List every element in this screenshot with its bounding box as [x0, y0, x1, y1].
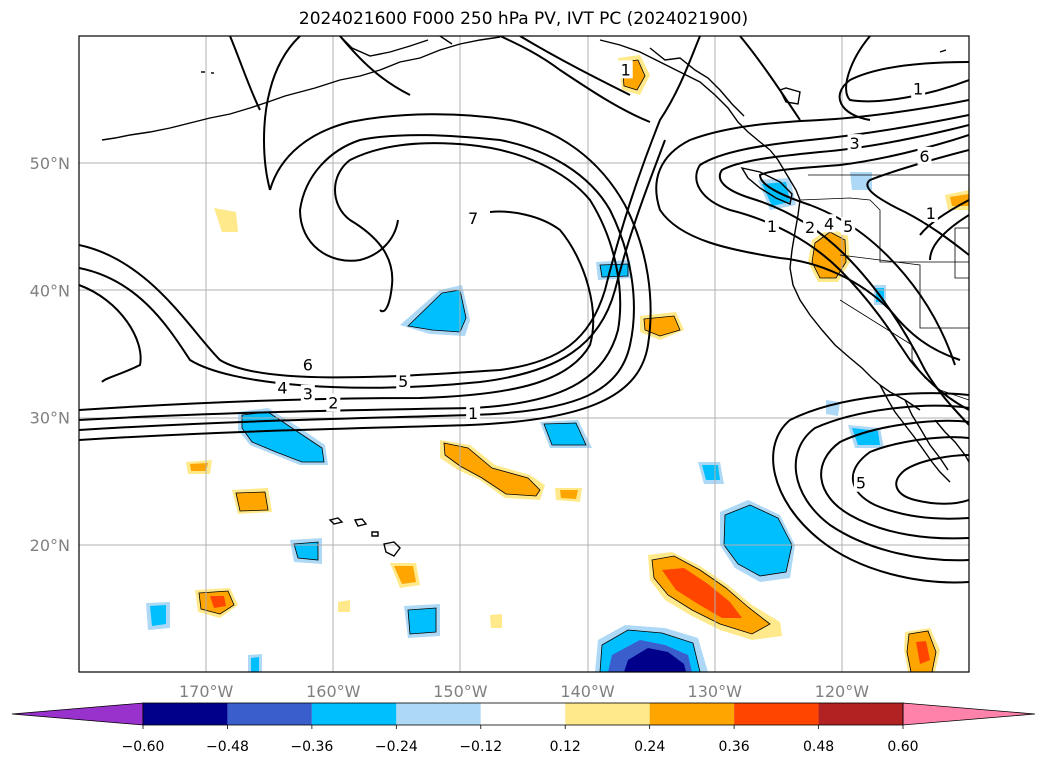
colorbar-tick-label: 0.24 [634, 739, 665, 755]
contour-label: 5 [843, 217, 853, 236]
colorbar-segment [565, 703, 650, 725]
contour-label: 5 [856, 474, 866, 493]
colorbar-frame [142, 702, 904, 726]
contour-label: 1 [468, 404, 478, 423]
contour-label-bg [841, 216, 856, 235]
lon-tick-label: 140°W [560, 682, 615, 701]
lon-tick-label: 170°W [179, 682, 234, 701]
contour-label-bg [466, 209, 481, 228]
lat-tick-label: 40°N [30, 281, 70, 300]
colorbar-extend-high [902, 702, 1036, 726]
positive-anomaly-2 [440, 440, 545, 500]
colorbar: −0.60 −0.48 −0.36 −0.24 −0.12 0.12 0.24 0.36 0.4… [11, 702, 1036, 755]
longitude-labels: 170°W 160°W 150°W 140°W 130°W 120°W [179, 682, 869, 701]
map-frame [78, 35, 970, 673]
colorbar-tick-label: −0.60 [122, 739, 165, 755]
contour-label-bg [847, 134, 862, 153]
contour-label: 1 [913, 79, 923, 98]
lon-tick-label: 150°W [433, 682, 488, 701]
contour-label-bg [326, 393, 341, 412]
contour-label-bg [764, 216, 779, 235]
lat-tick-label: 50°N [30, 154, 70, 173]
colorbar-tick-label: −0.24 [375, 739, 418, 755]
contour-label: 1 [926, 204, 936, 223]
colorbar-tick-label: 0.48 [803, 739, 834, 755]
contour-label-bg [396, 371, 411, 390]
contour-label-bg [911, 79, 926, 98]
colorbar-tick-label: 0.60 [887, 739, 918, 755]
map-title: 2024021600 F000 250 hPa PV, IVT PC (2024… [298, 9, 749, 29]
colorbar-segment [649, 703, 735, 725]
colorbar-segment [227, 703, 312, 725]
colorbar-segment [734, 703, 819, 725]
contour-label-bg [466, 403, 481, 422]
latitude-labels: 20°N 30°N 40°N 50°N [30, 154, 70, 555]
colorbar-tick-label: −0.48 [206, 739, 249, 755]
contour-label: 4 [277, 378, 287, 397]
positive-anomaly-4 [904, 628, 940, 672]
contour-label-bg [618, 60, 633, 79]
contour-label-bg [853, 473, 868, 492]
contour-label: 3 [849, 134, 859, 153]
colorbar-segment [311, 703, 397, 725]
contour-label: 1 [621, 60, 631, 79]
contour-label: 4 [824, 214, 834, 233]
contour-label: 2 [805, 218, 815, 237]
contour-label: 7 [468, 209, 478, 228]
contour-label-bg [822, 214, 837, 233]
contour-label-bg [923, 204, 938, 223]
colorbar-tick-label: 0.12 [550, 739, 581, 755]
contour-label-bg [275, 378, 290, 397]
gridlines [79, 36, 969, 672]
contour-label-bg [300, 384, 315, 403]
contour-label-bg [300, 355, 315, 374]
contour-label: 6 [303, 355, 313, 374]
lat-tick-label: 30°N [30, 409, 70, 428]
lat-tick-label: 20°N [30, 536, 70, 555]
lon-tick-label: 120°W [815, 682, 870, 701]
contour-label: 2 [328, 394, 338, 413]
contour-label: 6 [919, 147, 929, 166]
pv-contours [79, 36, 969, 584]
lon-tick-label: 130°W [688, 682, 743, 701]
colorbar-segment [480, 703, 566, 725]
colorbar-tick-label: −0.12 [459, 739, 502, 755]
contour-label: 1 [767, 217, 777, 236]
contour-label: 3 [303, 385, 313, 404]
contour-label-bg [803, 218, 818, 237]
lon-tick-label: 160°W [306, 682, 361, 701]
coastlines [101, 36, 969, 557]
colorbar-segment [396, 703, 481, 725]
colorbar-segment [143, 703, 228, 725]
colorbar-tick-label: 0.36 [719, 739, 750, 755]
colorbar-extend-low [11, 702, 144, 726]
negative-anomaly-3 [720, 500, 795, 582]
colorbar-tick-label: −0.36 [290, 739, 333, 755]
negative-anomaly-1 [595, 625, 708, 672]
contour-label: 5 [398, 372, 408, 391]
colorbar-segment [818, 703, 903, 725]
contour-label-bg [917, 146, 932, 165]
